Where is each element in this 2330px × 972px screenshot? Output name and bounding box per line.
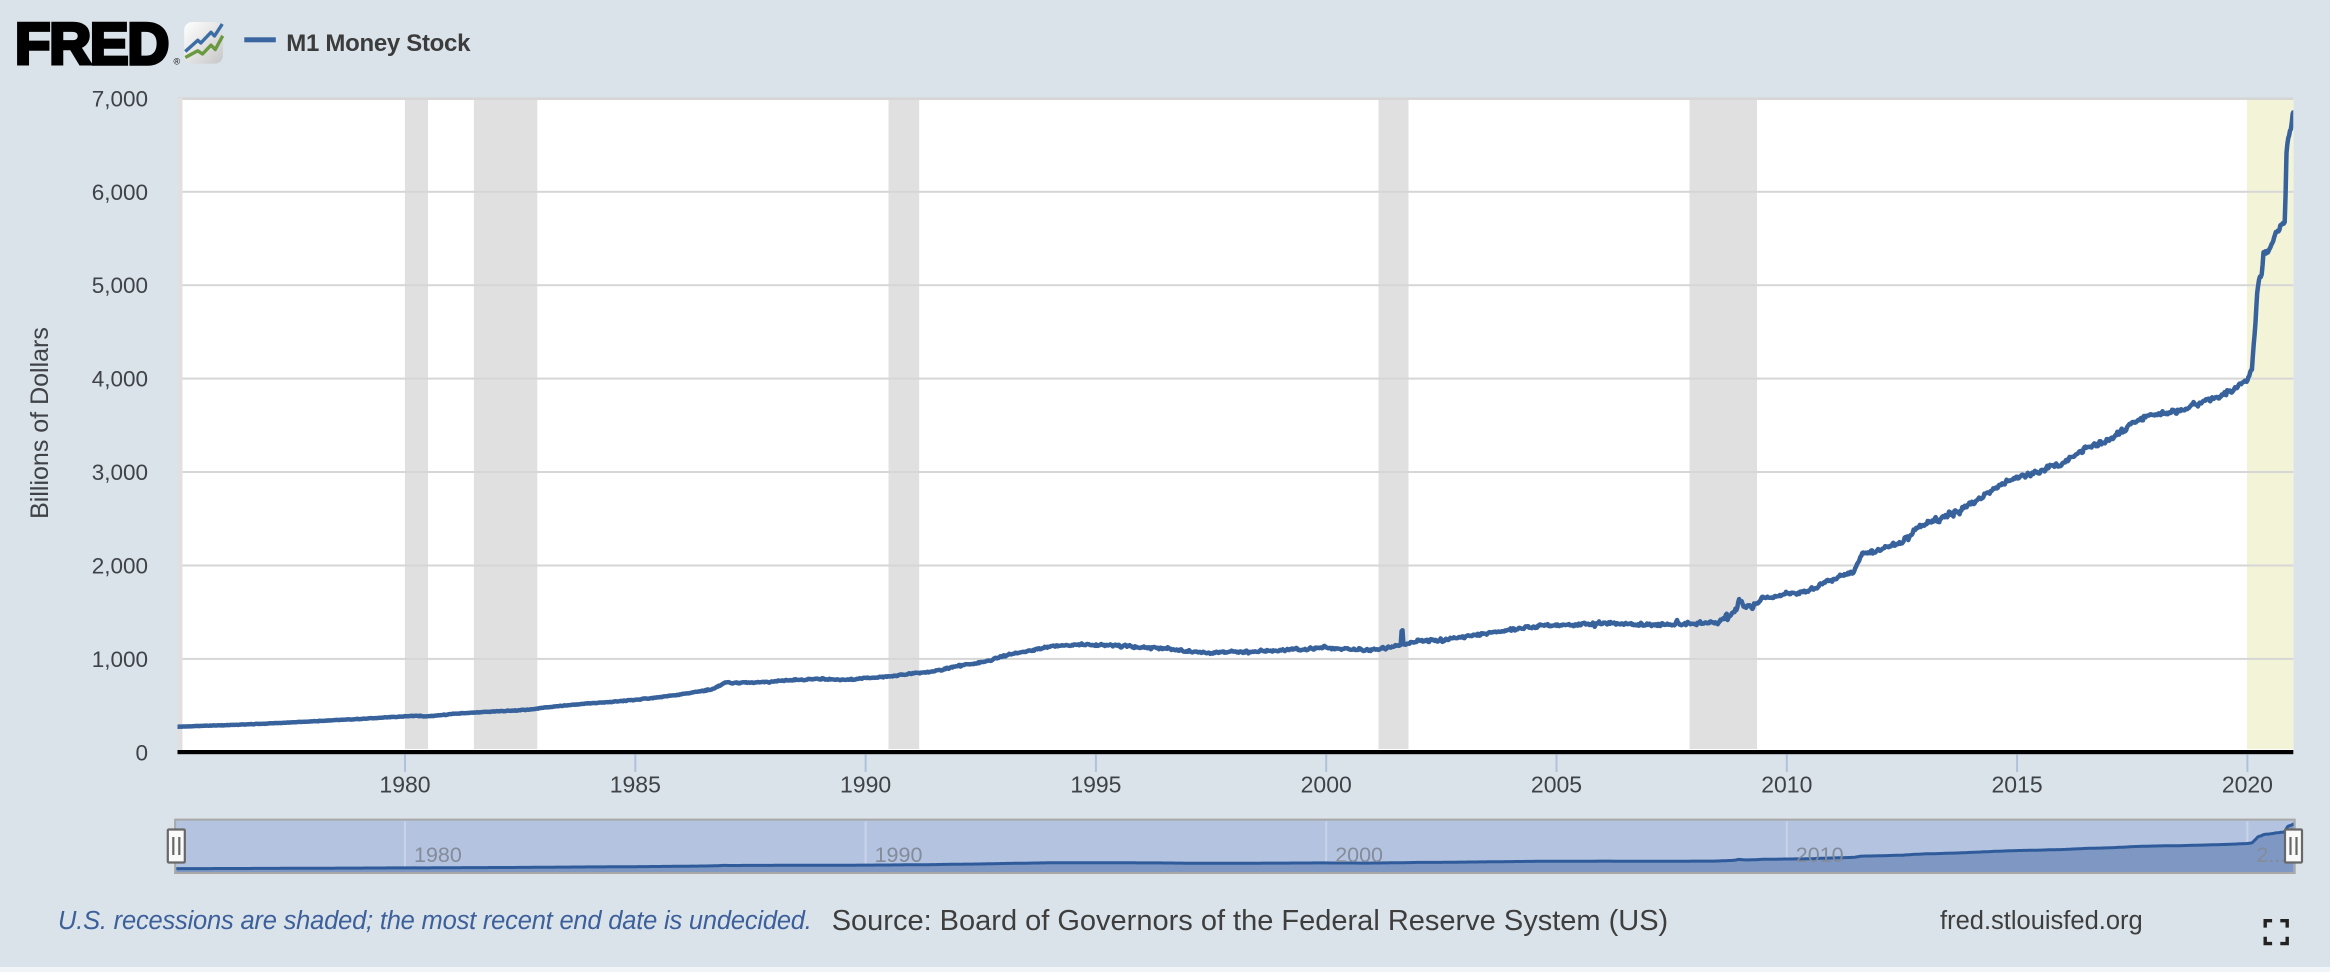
svg-text:1995: 1995	[1070, 772, 1121, 798]
svg-text:2000: 2000	[1335, 843, 1383, 867]
svg-text:1980: 1980	[414, 843, 462, 867]
svg-text:U.S. recessions are shaded; th: U.S. recessions are shaded; the most rec…	[58, 907, 812, 935]
svg-text:Billions of Dollars: Billions of Dollars	[26, 327, 54, 519]
svg-text:2005: 2005	[1531, 772, 1582, 798]
svg-text:fred.stlouisfed.org: fred.stlouisfed.org	[1940, 907, 2143, 935]
svg-text:M1 Money Stock: M1 Money Stock	[286, 30, 471, 57]
svg-text:2000: 2000	[1301, 772, 1352, 798]
svg-text:FRED: FRED	[15, 12, 168, 77]
svg-text:®: ®	[174, 57, 181, 67]
svg-text:2,000: 2,000	[92, 554, 148, 579]
svg-text:2020: 2020	[2222, 772, 2273, 798]
svg-text:1990: 1990	[840, 772, 891, 798]
svg-text:6,000: 6,000	[92, 180, 148, 205]
svg-text:4,000: 4,000	[92, 367, 148, 392]
svg-text:2...: 2...	[2256, 843, 2286, 867]
svg-text:Source: Board of Governors of: Source: Board of Governors of the Federa…	[832, 905, 1669, 937]
svg-text:0: 0	[135, 740, 148, 765]
svg-text:3,000: 3,000	[92, 460, 148, 485]
svg-text:2015: 2015	[1992, 772, 2043, 798]
svg-text:2010: 2010	[1761, 772, 1812, 798]
svg-text:1,000: 1,000	[92, 647, 148, 672]
svg-text:5,000: 5,000	[92, 273, 148, 298]
svg-text:1980: 1980	[379, 772, 430, 798]
svg-text:7,000: 7,000	[92, 86, 148, 111]
svg-text:1985: 1985	[610, 772, 661, 798]
svg-text:2010: 2010	[1796, 843, 1844, 867]
svg-text:1990: 1990	[875, 843, 923, 867]
